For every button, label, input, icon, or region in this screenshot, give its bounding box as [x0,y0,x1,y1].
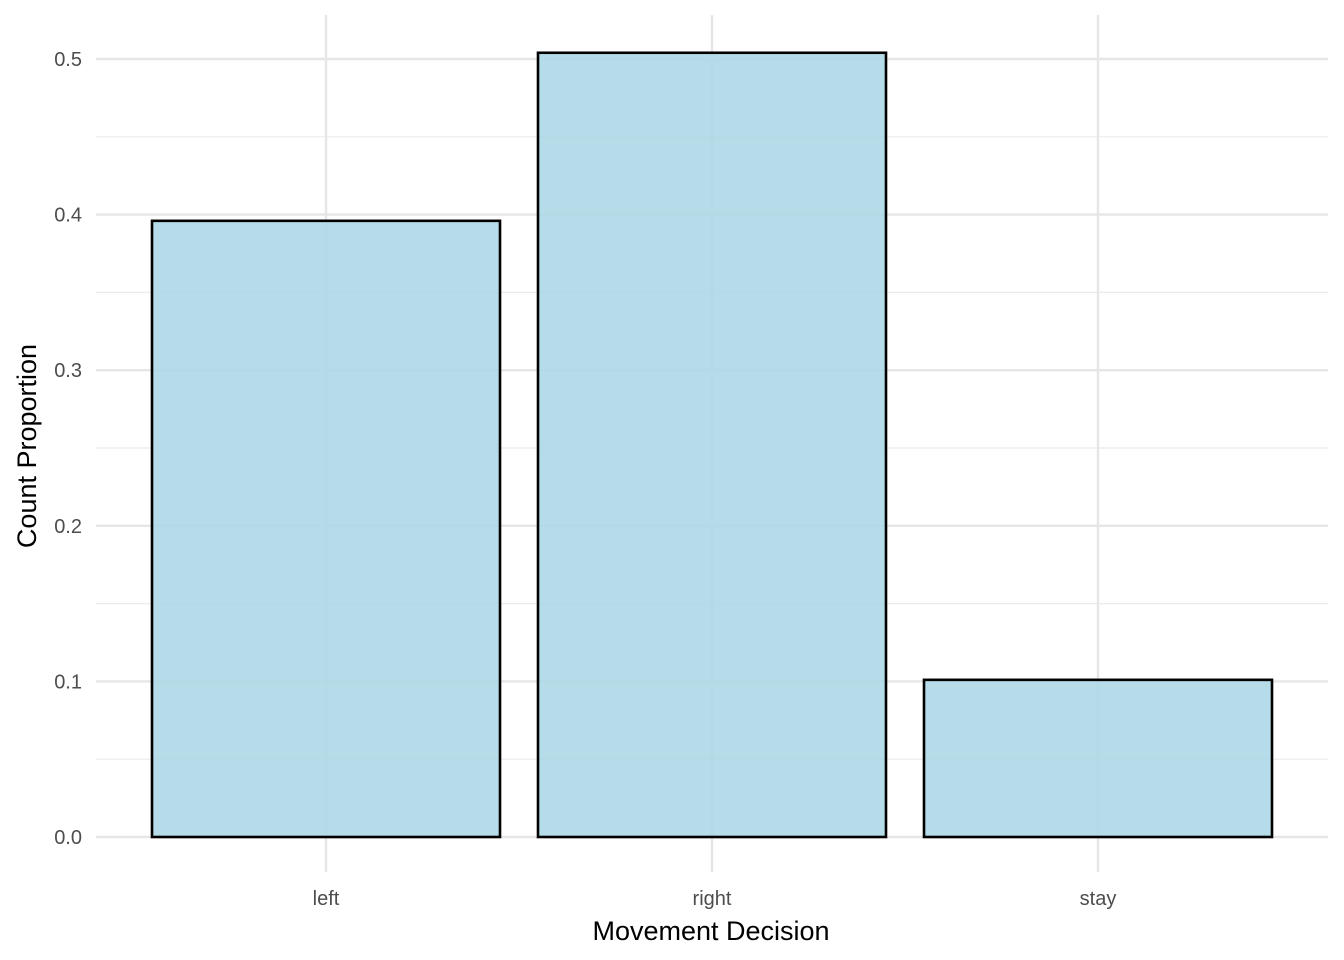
y-tick-label: 0.1 [54,671,82,693]
bar-right [536,51,888,839]
x-axis-tick-labels: left right stay [313,888,1117,910]
y-axis-title: Count Proportion [12,344,42,548]
y-tick-label: 0.4 [54,205,82,227]
x-tick-label: stay [1080,888,1117,910]
bar-left [150,219,502,839]
x-tick-label: left [313,888,340,910]
y-tick-label: 0.2 [54,516,82,538]
bar-stay [922,678,1274,839]
y-tick-label: 0.3 [54,360,82,382]
x-tick-label: right [693,888,732,910]
x-axis-title: Movement Decision [592,916,829,946]
y-tick-label: 0.5 [54,49,82,71]
y-axis-tick-labels: 0.0 0.1 0.2 0.3 0.4 0.5 [54,49,82,849]
bars [150,51,1274,839]
y-tick-label: 0.0 [54,827,82,849]
